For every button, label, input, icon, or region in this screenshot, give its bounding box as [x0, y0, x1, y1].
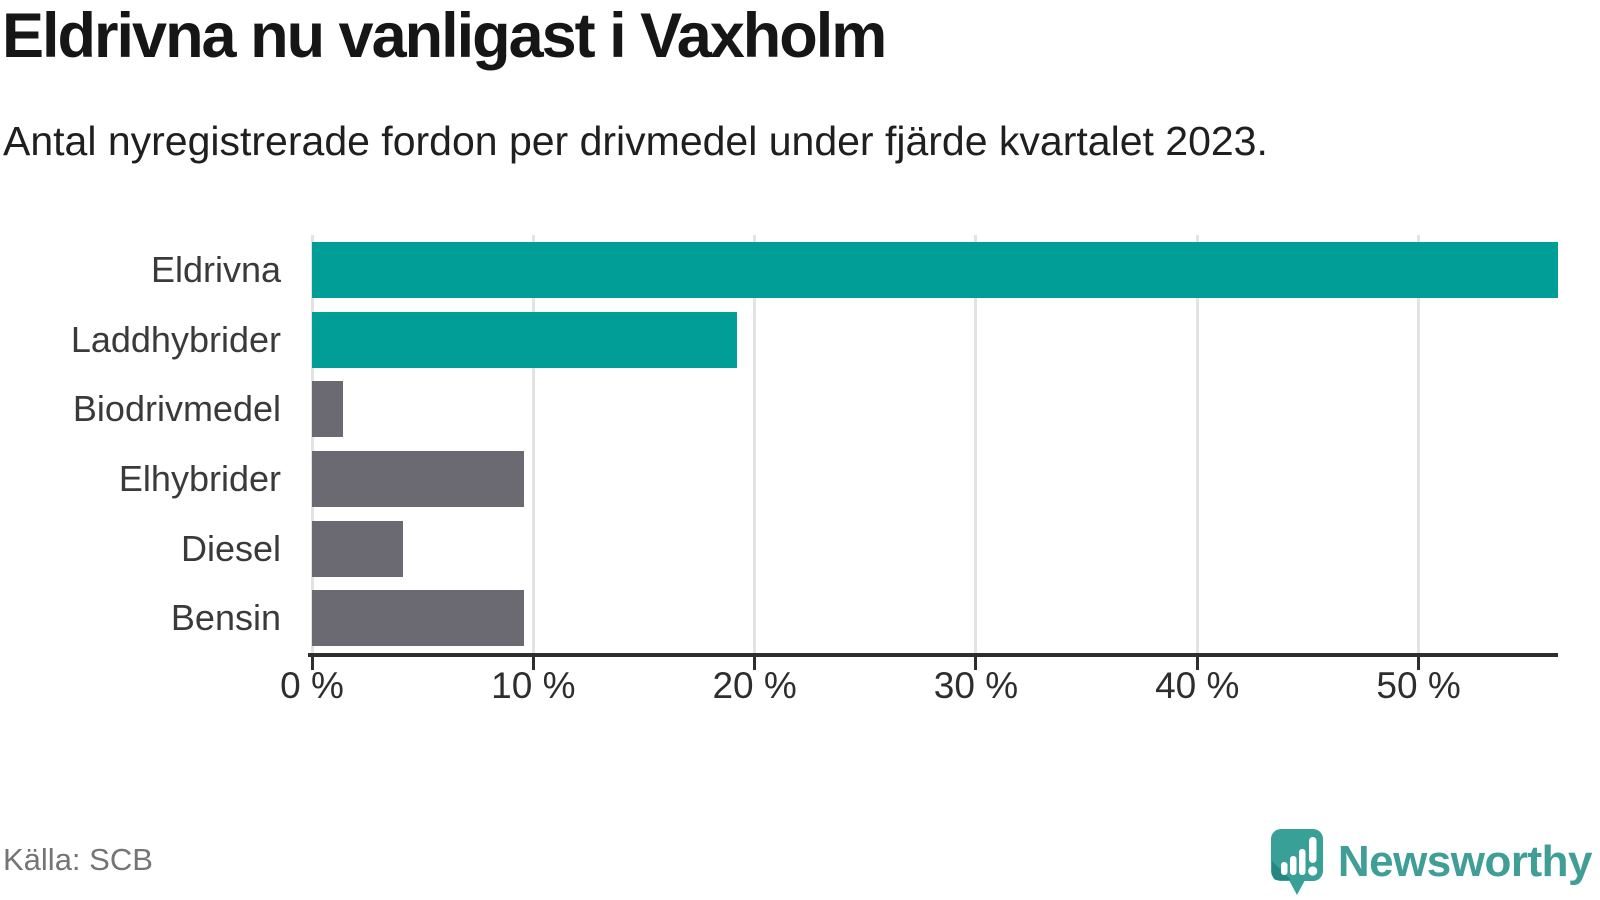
bar-row [312, 305, 1558, 375]
category-label-diesel: Diesel [180, 527, 281, 569]
bar-row [312, 583, 1558, 653]
bar-diesel [312, 520, 403, 577]
axis-tick-label-40: 40 % [1155, 665, 1240, 706]
bar-series [312, 235, 1558, 653]
newsworthy-logo-icon [1270, 828, 1324, 896]
gridline-50 [1417, 235, 1421, 653]
axis-tick-20 [753, 657, 757, 670]
axis-tick-label-30: 30 % [933, 665, 1019, 706]
gridline-30 [974, 235, 978, 653]
category-label-row: Eldrivna [0, 235, 281, 305]
gridline-40 [1195, 235, 1199, 653]
category-label-elhybrider: Elhybrider [118, 457, 281, 499]
bar-row [312, 514, 1558, 584]
bar-elhybrider [312, 450, 525, 507]
axis-tick-10 [531, 657, 535, 670]
chart-subtitle: Antal nyregistrerade fordon per drivmede… [3, 118, 1268, 164]
x-axis-line [308, 653, 1558, 657]
axis-tick-label-50: 50 % [1376, 665, 1461, 706]
axis-tick-label-0: 0 % [280, 665, 344, 706]
axis-tick-40 [1195, 657, 1199, 670]
category-label-laddhybrider: Laddhybrider [70, 318, 281, 360]
bar-row [312, 235, 1558, 305]
brand-name: Newsworthy [1337, 837, 1593, 886]
axis-tick-0 [310, 657, 314, 670]
category-label-row: Elhybrider [0, 444, 281, 514]
brand-logo: Newsworthy [1270, 828, 1593, 896]
axis-tick-30 [974, 657, 978, 670]
gridline-20 [753, 235, 757, 653]
bar-eldrivna [312, 241, 1558, 298]
bar-row [312, 444, 1558, 514]
category-label-eldrivna: Eldrivna [150, 248, 281, 290]
bar-row [312, 374, 1558, 444]
y-axis-category-labels: Eldrivna Laddhybrider Biodrivmedel Elhybrid… [0, 235, 281, 653]
category-label-biodrivmedel: Biodrivmedel [72, 388, 281, 430]
source-attribution: Källa: SCB [3, 842, 153, 877]
axis-tick-label-10: 10 % [491, 665, 576, 706]
bar-bensin [312, 590, 525, 647]
plot-area: 0 % 10 % 20 % 30 % 40 % 50 % [280, 235, 1558, 706]
chart-title: Eldrivna nu vanligast i Vaxholm [2, 1, 887, 71]
gridline-0 [310, 235, 314, 653]
gridline-10 [531, 235, 535, 653]
category-label-row: Bensin [0, 583, 281, 653]
category-label-bensin: Bensin [170, 597, 281, 639]
category-label-row: Biodrivmedel [0, 374, 281, 444]
axis-tick-50 [1417, 657, 1421, 670]
category-label-row: Diesel [0, 514, 281, 584]
bar-biodrivmedel [312, 381, 343, 438]
bar-laddhybrider [312, 311, 737, 368]
axis-tick-label-20: 20 % [712, 665, 797, 706]
category-label-row: Laddhybrider [0, 305, 281, 375]
